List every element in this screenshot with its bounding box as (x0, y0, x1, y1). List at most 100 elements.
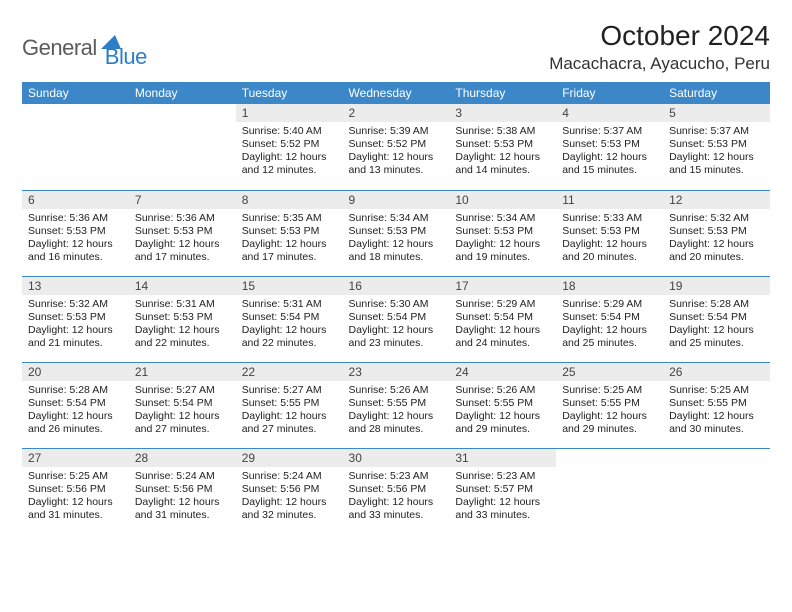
day-details: Sunrise: 5:24 AMSunset: 5:56 PMDaylight:… (129, 467, 236, 527)
calendar-week-row: 27Sunrise: 5:25 AMSunset: 5:56 PMDayligh… (22, 448, 770, 534)
calendar-cell: 16Sunrise: 5:30 AMSunset: 5:54 PMDayligh… (343, 276, 450, 362)
day-number: 26 (663, 363, 770, 381)
day-number: 27 (22, 449, 129, 467)
day-number: 2 (343, 104, 450, 122)
calendar-cell: 7Sunrise: 5:36 AMSunset: 5:53 PMDaylight… (129, 190, 236, 276)
day-details: Sunrise: 5:23 AMSunset: 5:56 PMDaylight:… (343, 467, 450, 527)
day-number: 9 (343, 191, 450, 209)
day-header: Thursday (449, 82, 556, 104)
calendar-week-row: ....1Sunrise: 5:40 AMSunset: 5:52 PMDayl… (22, 104, 770, 190)
calendar-week-row: 20Sunrise: 5:28 AMSunset: 5:54 PMDayligh… (22, 362, 770, 448)
day-details: Sunrise: 5:26 AMSunset: 5:55 PMDaylight:… (449, 381, 556, 441)
calendar-cell: 21Sunrise: 5:27 AMSunset: 5:54 PMDayligh… (129, 362, 236, 448)
day-number: 29 (236, 449, 343, 467)
calendar-cell: 14Sunrise: 5:31 AMSunset: 5:53 PMDayligh… (129, 276, 236, 362)
calendar-cell: 19Sunrise: 5:28 AMSunset: 5:54 PMDayligh… (663, 276, 770, 362)
day-number: 18 (556, 277, 663, 295)
calendar-cell: 17Sunrise: 5:29 AMSunset: 5:54 PMDayligh… (449, 276, 556, 362)
calendar-cell: 28Sunrise: 5:24 AMSunset: 5:56 PMDayligh… (129, 448, 236, 534)
calendar-cell: 10Sunrise: 5:34 AMSunset: 5:53 PMDayligh… (449, 190, 556, 276)
day-details: Sunrise: 5:30 AMSunset: 5:54 PMDaylight:… (343, 295, 450, 355)
day-number: 15 (236, 277, 343, 295)
day-details: Sunrise: 5:26 AMSunset: 5:55 PMDaylight:… (343, 381, 450, 441)
day-number: 14 (129, 277, 236, 295)
calendar-header-row: Sunday Monday Tuesday Wednesday Thursday… (22, 82, 770, 104)
calendar-cell: 3Sunrise: 5:38 AMSunset: 5:53 PMDaylight… (449, 104, 556, 190)
calendar-cell: .. (22, 104, 129, 190)
day-number: 6 (22, 191, 129, 209)
title-block: October 2024 Macachacra, Ayacucho, Peru (549, 20, 770, 74)
calendar-cell: 27Sunrise: 5:25 AMSunset: 5:56 PMDayligh… (22, 448, 129, 534)
day-number: 8 (236, 191, 343, 209)
calendar-cell: 2Sunrise: 5:39 AMSunset: 5:52 PMDaylight… (343, 104, 450, 190)
logo-text-blue: Blue (105, 44, 147, 70)
day-number: 31 (449, 449, 556, 467)
day-number: 28 (129, 449, 236, 467)
calendar-cell: 6Sunrise: 5:36 AMSunset: 5:53 PMDaylight… (22, 190, 129, 276)
day-details: Sunrise: 5:32 AMSunset: 5:53 PMDaylight:… (22, 295, 129, 355)
calendar-cell: 29Sunrise: 5:24 AMSunset: 5:56 PMDayligh… (236, 448, 343, 534)
day-number: 16 (343, 277, 450, 295)
day-number: 3 (449, 104, 556, 122)
day-number: 4 (556, 104, 663, 122)
calendar-cell: 31Sunrise: 5:23 AMSunset: 5:57 PMDayligh… (449, 448, 556, 534)
day-details: Sunrise: 5:29 AMSunset: 5:54 PMDaylight:… (556, 295, 663, 355)
day-details: Sunrise: 5:38 AMSunset: 5:53 PMDaylight:… (449, 122, 556, 182)
day-details: Sunrise: 5:29 AMSunset: 5:54 PMDaylight:… (449, 295, 556, 355)
day-header: Sunday (22, 82, 129, 104)
day-details: Sunrise: 5:33 AMSunset: 5:53 PMDaylight:… (556, 209, 663, 269)
day-number: 22 (236, 363, 343, 381)
day-details: Sunrise: 5:31 AMSunset: 5:54 PMDaylight:… (236, 295, 343, 355)
calendar-cell: .. (556, 448, 663, 534)
logo-text-general: General (22, 35, 97, 61)
day-details: Sunrise: 5:25 AMSunset: 5:55 PMDaylight:… (663, 381, 770, 441)
day-header: Friday (556, 82, 663, 104)
calendar-cell: 22Sunrise: 5:27 AMSunset: 5:55 PMDayligh… (236, 362, 343, 448)
calendar-cell: 11Sunrise: 5:33 AMSunset: 5:53 PMDayligh… (556, 190, 663, 276)
calendar-week-row: 13Sunrise: 5:32 AMSunset: 5:53 PMDayligh… (22, 276, 770, 362)
calendar-cell: .. (129, 104, 236, 190)
calendar-cell: 25Sunrise: 5:25 AMSunset: 5:55 PMDayligh… (556, 362, 663, 448)
day-number: 21 (129, 363, 236, 381)
calendar-cell: 1Sunrise: 5:40 AMSunset: 5:52 PMDaylight… (236, 104, 343, 190)
calendar-cell: 23Sunrise: 5:26 AMSunset: 5:55 PMDayligh… (343, 362, 450, 448)
header: General Blue October 2024 Macachacra, Ay… (22, 20, 770, 74)
day-number: 5 (663, 104, 770, 122)
day-number: 13 (22, 277, 129, 295)
day-number: 7 (129, 191, 236, 209)
location-label: Macachacra, Ayacucho, Peru (549, 54, 770, 74)
calendar-cell: 8Sunrise: 5:35 AMSunset: 5:53 PMDaylight… (236, 190, 343, 276)
day-details: Sunrise: 5:37 AMSunset: 5:53 PMDaylight:… (556, 122, 663, 182)
day-header: Saturday (663, 82, 770, 104)
calendar-cell: 26Sunrise: 5:25 AMSunset: 5:55 PMDayligh… (663, 362, 770, 448)
day-number: 19 (663, 277, 770, 295)
day-details: Sunrise: 5:27 AMSunset: 5:54 PMDaylight:… (129, 381, 236, 441)
calendar-cell: 24Sunrise: 5:26 AMSunset: 5:55 PMDayligh… (449, 362, 556, 448)
calendar-cell: 15Sunrise: 5:31 AMSunset: 5:54 PMDayligh… (236, 276, 343, 362)
day-details: Sunrise: 5:36 AMSunset: 5:53 PMDaylight:… (129, 209, 236, 269)
calendar-cell: 9Sunrise: 5:34 AMSunset: 5:53 PMDaylight… (343, 190, 450, 276)
day-number: 1 (236, 104, 343, 122)
logo: General Blue (22, 26, 147, 70)
day-details: Sunrise: 5:31 AMSunset: 5:53 PMDaylight:… (129, 295, 236, 355)
day-number: 10 (449, 191, 556, 209)
calendar-cell: 4Sunrise: 5:37 AMSunset: 5:53 PMDaylight… (556, 104, 663, 190)
day-details: Sunrise: 5:28 AMSunset: 5:54 PMDaylight:… (663, 295, 770, 355)
calendar-cell: 20Sunrise: 5:28 AMSunset: 5:54 PMDayligh… (22, 362, 129, 448)
day-number: 12 (663, 191, 770, 209)
day-details: Sunrise: 5:25 AMSunset: 5:56 PMDaylight:… (22, 467, 129, 527)
day-details: Sunrise: 5:25 AMSunset: 5:55 PMDaylight:… (556, 381, 663, 441)
day-details: Sunrise: 5:37 AMSunset: 5:53 PMDaylight:… (663, 122, 770, 182)
day-number: 30 (343, 449, 450, 467)
day-details: Sunrise: 5:28 AMSunset: 5:54 PMDaylight:… (22, 381, 129, 441)
day-header: Monday (129, 82, 236, 104)
calendar-cell: .. (663, 448, 770, 534)
day-details: Sunrise: 5:39 AMSunset: 5:52 PMDaylight:… (343, 122, 450, 182)
day-details: Sunrise: 5:32 AMSunset: 5:53 PMDaylight:… (663, 209, 770, 269)
day-details: Sunrise: 5:24 AMSunset: 5:56 PMDaylight:… (236, 467, 343, 527)
day-details: Sunrise: 5:27 AMSunset: 5:55 PMDaylight:… (236, 381, 343, 441)
day-details: Sunrise: 5:35 AMSunset: 5:53 PMDaylight:… (236, 209, 343, 269)
calendar-week-row: 6Sunrise: 5:36 AMSunset: 5:53 PMDaylight… (22, 190, 770, 276)
day-number: 17 (449, 277, 556, 295)
calendar-cell: 5Sunrise: 5:37 AMSunset: 5:53 PMDaylight… (663, 104, 770, 190)
